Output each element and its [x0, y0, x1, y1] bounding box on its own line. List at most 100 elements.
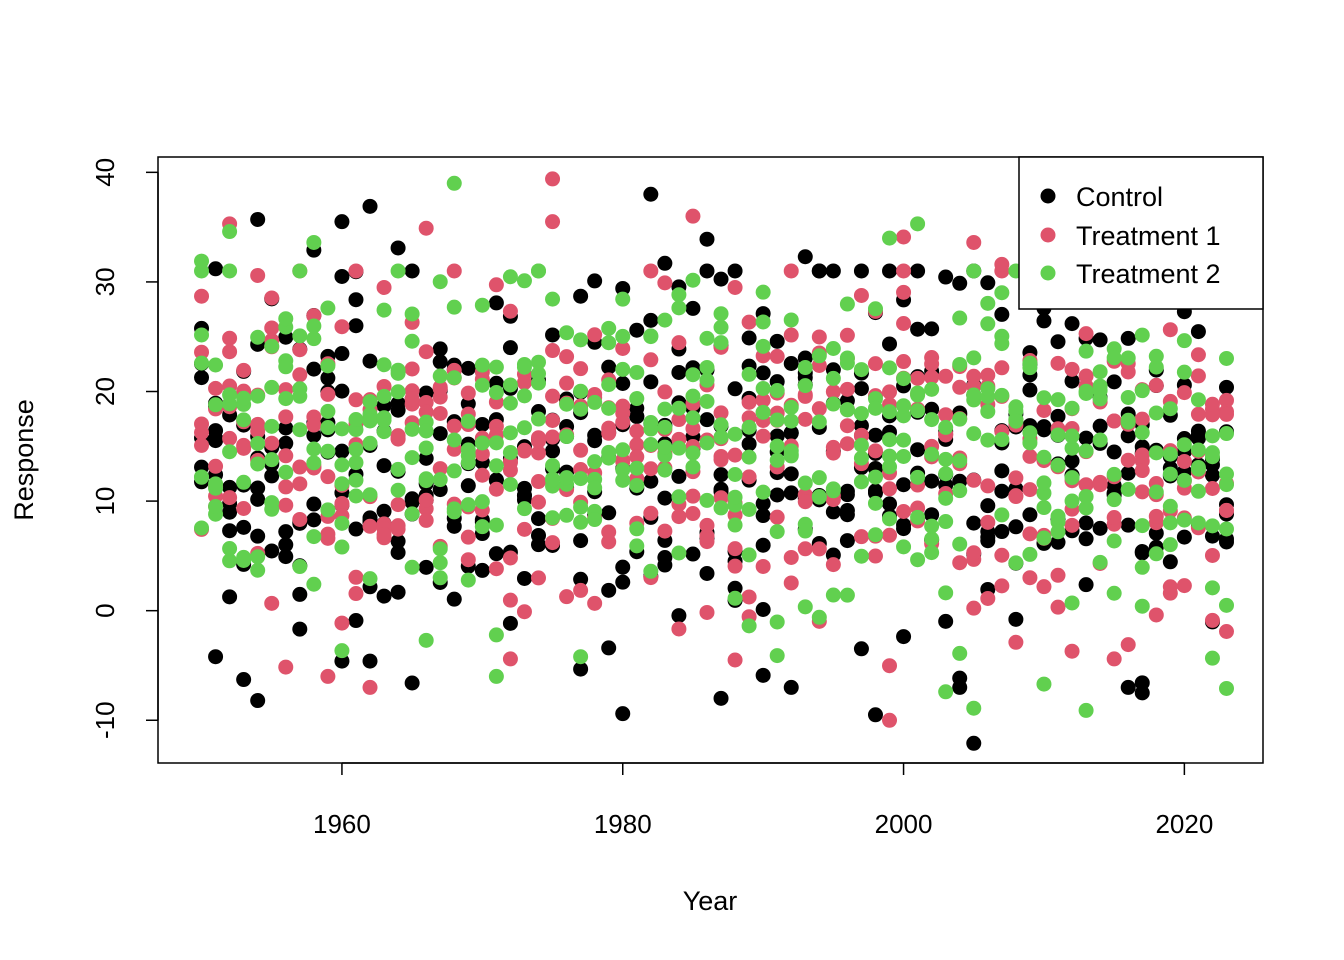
data-point: [643, 263, 659, 279]
data-point: [980, 590, 996, 606]
legend-label-control: Control: [1076, 182, 1163, 212]
data-point: [250, 491, 266, 507]
data-point: [1204, 612, 1220, 628]
data-point: [811, 263, 827, 279]
data-point: [1204, 547, 1220, 563]
data-point: [1120, 465, 1136, 481]
data-point: [418, 492, 434, 508]
data-point: [825, 370, 841, 386]
data-point: [1106, 492, 1122, 508]
data-point: [882, 360, 898, 376]
data-point: [432, 341, 448, 357]
data-point: [1050, 524, 1066, 540]
data-point: [418, 440, 434, 456]
data-point: [306, 308, 322, 324]
data-point: [545, 171, 561, 187]
data-point: [643, 352, 659, 368]
y-axis: -10 0 10 20 30 40: [90, 158, 159, 739]
data-point: [896, 398, 912, 414]
data-point: [488, 277, 504, 293]
data-point: [559, 325, 575, 341]
data-point: [306, 455, 322, 471]
data-point: [1050, 334, 1066, 350]
data-point: [573, 471, 589, 487]
data-point: [376, 302, 392, 318]
data-point: [334, 497, 350, 513]
data-point: [1134, 463, 1150, 479]
data-point: [980, 498, 996, 514]
data-point: [910, 387, 926, 403]
data-point: [629, 364, 645, 380]
data-point: [657, 523, 673, 539]
data-point: [966, 735, 982, 751]
data-point: [1134, 685, 1150, 701]
data-point: [418, 471, 434, 487]
data-point: [474, 494, 490, 510]
data-point: [432, 472, 448, 488]
data-point: [657, 490, 673, 506]
data-point: [362, 353, 378, 369]
data-point: [418, 632, 434, 648]
data-point: [966, 234, 982, 250]
data-point: [1036, 500, 1052, 516]
data-point: [755, 404, 771, 420]
data-point: [1092, 332, 1108, 348]
data-point: [797, 249, 813, 265]
data-point: [222, 387, 238, 403]
data-point: [531, 474, 547, 490]
data-point: [1162, 498, 1178, 514]
data-point: [376, 588, 392, 604]
data-point: [980, 275, 996, 291]
data-point: [727, 489, 743, 505]
data-point: [601, 377, 617, 393]
data-point: [601, 320, 617, 336]
data-point: [811, 414, 827, 430]
data-point: [334, 268, 350, 284]
data-point: [867, 400, 883, 416]
data-point: [1064, 373, 1080, 389]
data-point: [376, 357, 392, 373]
data-point: [741, 449, 757, 465]
data-point: [896, 315, 912, 331]
data-point: [980, 478, 996, 494]
data-point: [404, 675, 420, 691]
data-point: [545, 412, 561, 428]
data-point: [460, 478, 476, 494]
data-point: [1008, 519, 1024, 535]
data-point: [236, 474, 252, 490]
data-point: [601, 524, 617, 540]
data-point: [292, 621, 308, 637]
data-point: [699, 435, 715, 451]
data-point: [1190, 347, 1206, 363]
data-point: [236, 672, 252, 688]
data-point: [208, 357, 224, 373]
data-point: [194, 327, 210, 343]
data-point: [952, 453, 968, 469]
data-point: [643, 505, 659, 521]
data-point: [208, 397, 224, 413]
data-point: [741, 436, 757, 452]
data-point: [362, 394, 378, 410]
data-point: [334, 383, 350, 399]
data-point: [488, 546, 504, 562]
data-point: [657, 557, 673, 573]
data-point: [432, 461, 448, 477]
data-point: [769, 509, 785, 525]
data-point: [1064, 453, 1080, 469]
data-point: [1064, 440, 1080, 456]
data-point: [264, 418, 280, 434]
data-point: [418, 423, 434, 439]
data-point: [1162, 322, 1178, 338]
data-point: [531, 263, 547, 279]
data-point: [320, 358, 336, 374]
data-point: [1008, 413, 1024, 429]
legend-marker-treatment-2: [1040, 265, 1056, 281]
data-point: [615, 574, 631, 590]
data-point: [1134, 327, 1150, 343]
data-point: [194, 437, 210, 453]
data-point: [741, 547, 757, 563]
data-point: [924, 518, 940, 534]
data-point: [208, 498, 224, 514]
data-point: [194, 469, 210, 485]
